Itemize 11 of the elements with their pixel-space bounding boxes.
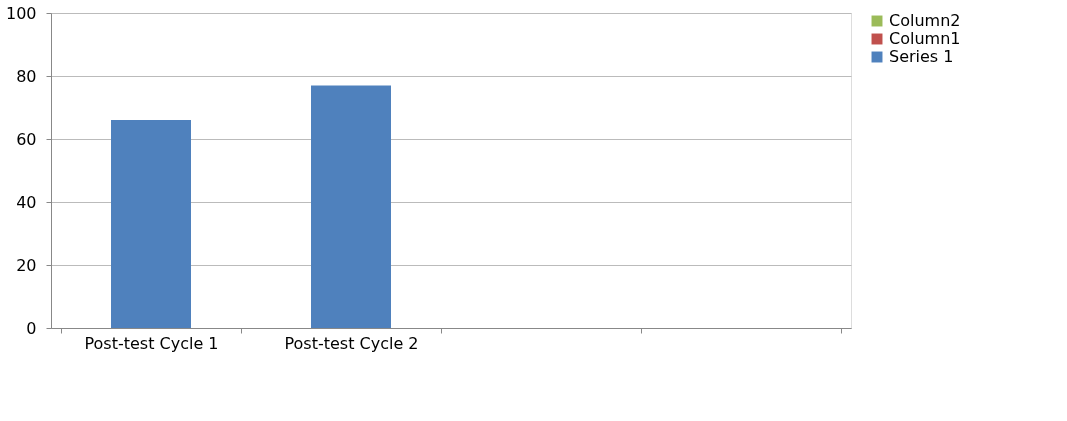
- x-tick-label: Post-test Cycle 2: [284, 333, 419, 353]
- y-tick-label: 80: [16, 66, 37, 86]
- y-tick-label: 60: [16, 129, 37, 149]
- y-tick-label: 40: [16, 192, 37, 212]
- legend-label: Series 1: [889, 47, 954, 66]
- y-tick-label: 20: [16, 255, 37, 275]
- y-tick-label: 0: [26, 318, 37, 338]
- x-tick-label: Post-test Cycle 1: [84, 333, 219, 353]
- y-tick-label: 100: [5, 3, 37, 23]
- legend-label: Column1: [889, 29, 961, 48]
- legend-label: Column2: [889, 11, 961, 30]
